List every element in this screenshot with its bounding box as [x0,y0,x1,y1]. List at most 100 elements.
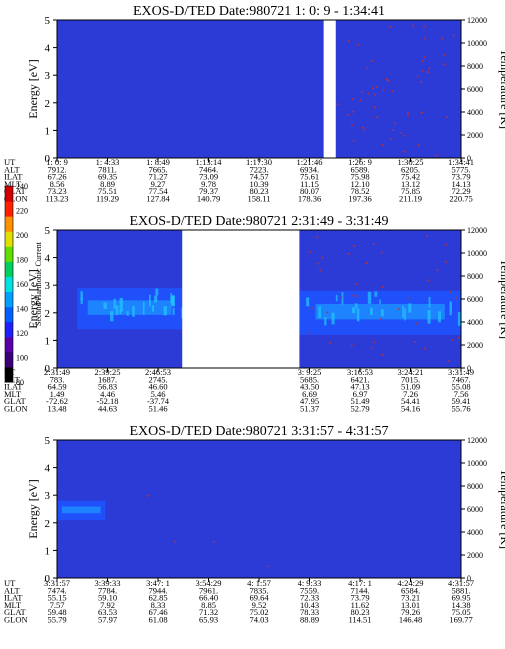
temperature-sample [421,111,424,114]
temperature-sample [398,308,400,310]
orbit-cell: 7912. [47,164,66,174]
orbit-cell: 88.89 [300,615,319,625]
orbit-cell: 80.23 [249,186,268,196]
energy-band-streak [324,317,327,326]
temperature-sample [382,89,385,92]
temperature-sample [427,279,430,282]
orbit-cell: 3:24:21 [398,367,424,377]
temperature-sample [375,86,378,88]
orbit-cell: 65.93 [199,615,218,625]
temperature-sample [458,336,460,339]
energy-band-streak [318,306,321,319]
colorbar-frame [4,185,14,383]
orbit-cell: 13.01 [401,600,420,610]
colorbar-segment [5,216,13,232]
orbit-cell: 4:24:29 [398,578,424,588]
temperature-tick-label: 4000 [467,528,483,537]
temperature-sample [392,129,395,131]
temperature-sample [445,243,448,246]
colorbar-segment [5,186,13,202]
energy-tick-label: 4 [45,463,51,475]
energy-band-streak [374,291,378,297]
temperature-sample [421,69,424,72]
orbit-cell: 11.62 [351,600,370,610]
energy-band-streak [142,301,145,315]
energy-band-core [315,303,445,320]
orbit-cell: 75.02 [249,607,268,617]
orbit-cell: 1:13:14 [196,157,223,167]
orbit-cell: 51.49 [350,396,369,406]
orbit-cell: 8.56 [50,179,65,189]
temperature-sample [423,347,426,350]
temperature-sample [443,63,446,66]
orbit-cell: 7.57 [50,600,65,610]
energy-tick-label: 3 [45,490,51,502]
colorbar-tick-label: 100 [16,354,28,363]
temperature-sample [340,296,343,299]
orbit-cell: 6589. [350,164,369,174]
orbit-cell: 6421. [350,374,369,384]
energy-band-streak [356,308,360,322]
temperature-sample [455,297,457,299]
orbit-cell: 59.48 [47,607,66,617]
temperature-sample [308,332,311,335]
temperature-sample [381,144,384,146]
energy-tick-label: 0 [45,573,51,585]
orbit-cell: 9.78 [201,179,216,189]
energy-band-streak [367,291,372,304]
temperature-tick-label: 2000 [467,131,483,140]
orbit-cell: 73.23 [47,186,66,196]
temperature-sample [316,236,318,239]
orbit-cell: 71.27 [148,172,167,182]
orbit-cell: 7.26 [403,389,418,399]
orbit-cell: 3:47: 1 [146,578,170,588]
energy-band-streak [119,297,123,312]
temperature-sample [452,34,455,37]
temperature-sample [436,269,439,271]
orbit-cell: 75.05 [451,607,470,617]
orbit-cell: 77.54 [148,186,168,196]
orbit-cell: 3: 9:25 [298,367,322,377]
colorbar-segment [5,231,13,247]
orbit-cell: 13.12 [401,179,420,189]
energy-tick-label: 1 [45,545,51,557]
energy-band-streak [113,298,116,309]
energy-band-streak [438,311,441,323]
orbit-cell: 72.29 [451,186,470,196]
orbit-cell: 6205. [401,164,420,174]
orbit-cell: 7944. [148,585,167,595]
colorbar-segment [5,321,13,338]
temperature-sample [441,37,444,40]
orbit-cell: 14.13 [451,179,470,189]
temperature-sample [352,140,355,142]
orbit-cell: 51.37 [300,404,319,414]
temperature-sample [373,341,376,344]
orbit-cell: 44.63 [98,404,117,414]
temperature-sample [366,66,369,69]
orbit-cell: 75.42 [401,172,420,182]
orbit-cell: 51.46 [148,404,167,414]
orbit-cell: 6.69 [302,389,317,399]
colorbar-tick-label: 200 [16,231,28,240]
panel-title: EXOS-D/TED Date:980721 2:31:49 - 3:31:49 [130,214,389,229]
temperature-sample [312,307,314,309]
orbit-cell: 4: 9:33 [298,578,322,588]
temperature-sample [361,126,364,129]
energy-band-streak [163,306,167,316]
orbit-cell: 5685. [300,374,319,384]
orbit-cell: 47.95 [300,396,319,406]
orbit-row-label: ALT [4,585,21,595]
colorbar-segment [5,201,13,217]
spectrogram-field [57,20,461,158]
orbit-cell: 6934. [300,164,319,174]
orbit-cell: 7144. [350,585,369,595]
colorbar-tick-label: 240 [16,182,28,191]
spectrogram-field [57,440,461,578]
temperature-sample [376,116,378,119]
orbit-cell: 8.33 [151,600,166,610]
orbit-cell: 79.37 [199,186,218,196]
orbit-cell: 47.13 [350,382,369,392]
orbit-cell: 10.39 [249,179,268,189]
orbit-cell: 1:17:30 [246,157,272,167]
